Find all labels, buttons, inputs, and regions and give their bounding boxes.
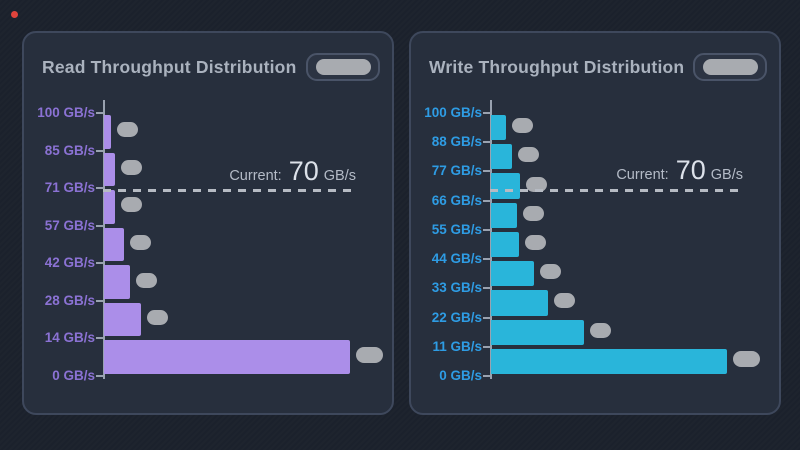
y-tick-mark — [96, 187, 103, 190]
bar-value-placeholder — [512, 118, 533, 134]
y-tick-label: 28 GB/s — [44, 292, 95, 308]
current-value-label: Current: 70 GB/s — [144, 155, 356, 188]
y-tick-mark — [483, 199, 490, 202]
bar-value-placeholder — [136, 272, 157, 288]
y-tick-mark — [483, 141, 490, 144]
current-unit-text: GB/s — [323, 167, 356, 184]
current-prefix-text: Current: — [616, 167, 669, 184]
write-histogram-chart: 100 GB/s 88 GB/s 77 GB/s 66 GB/s 55 GB/s 44 G… — [411, 33, 779, 413]
histogram-bar[interactable] — [491, 231, 519, 258]
bar-value-placeholder — [121, 197, 142, 213]
panel-title: Read Throughput Distribution — [42, 56, 297, 77]
y-tick-label: 55 GB/s — [431, 221, 482, 237]
panel-header: Write Throughput Distribution — [429, 50, 767, 84]
current-threshold-line — [103, 189, 356, 193]
current-value-label: Current: 70 GB/s — [531, 157, 743, 187]
y-tick-label: 0 GB/s — [439, 368, 482, 383]
y-tick-label: 22 GB/s — [431, 309, 482, 325]
y-tick-label: 100 GB/s — [424, 105, 482, 120]
y-tick-label: 100 GB/s — [37, 105, 95, 120]
histogram-bar[interactable] — [104, 302, 141, 337]
histogram-bar[interactable] — [491, 144, 512, 170]
histogram-bar[interactable] — [104, 152, 115, 187]
histogram-bar[interactable] — [104, 190, 115, 224]
y-tick-mark — [483, 228, 490, 231]
panel-action-button[interactable] — [693, 53, 767, 81]
y-tick-label: 11 GB/s — [432, 338, 482, 354]
histogram-bar[interactable] — [104, 227, 124, 262]
bar-value-placeholder — [518, 147, 539, 163]
y-tick-label: 44 GB/s — [431, 251, 482, 267]
y-tick-mark — [96, 224, 103, 227]
histogram-bar[interactable] — [491, 202, 517, 228]
button-label-placeholder — [315, 59, 371, 75]
y-tick-label: 71 GB/s — [44, 180, 95, 196]
y-tick-mark — [483, 170, 490, 173]
y-tick-label: 33 GB/s — [431, 280, 482, 296]
y-tick-mark — [483, 375, 490, 377]
y-tick-mark — [96, 149, 103, 152]
y-tick-label: 77 GB/s — [431, 163, 482, 179]
bar-value-placeholder — [356, 347, 383, 364]
bar-value-placeholder — [526, 176, 547, 192]
y-tick-label: 88 GB/s — [431, 134, 482, 150]
read-histogram-chart: 100 GB/s 85 GB/s 71 GB/s 57 GB/s 42 GB/s 28 G… — [24, 33, 392, 413]
y-tick-mark — [96, 299, 103, 302]
histogram-bar[interactable] — [491, 173, 520, 199]
y-tick-label: 66 GB/s — [431, 192, 482, 208]
panel-header: Read Throughput Distribution — [42, 50, 380, 84]
bar-value-placeholder — [733, 351, 760, 368]
y-tick-mark — [96, 262, 103, 265]
y-tick-label: 57 GB/s — [44, 217, 95, 233]
current-threshold-line — [490, 188, 743, 192]
y-tick-mark — [483, 345, 490, 348]
bar-value-placeholder — [147, 310, 168, 326]
current-prefix-text: Current: — [229, 167, 282, 184]
histogram-bar[interactable] — [104, 265, 130, 299]
button-label-placeholder — [702, 59, 758, 75]
y-tick-mark — [483, 316, 490, 319]
bar-value-placeholder — [117, 122, 138, 138]
histogram-bar[interactable] — [104, 115, 111, 149]
histogram-bar[interactable] — [104, 340, 350, 374]
histogram-bar[interactable] — [491, 348, 727, 374]
bar-value-placeholder — [590, 322, 611, 338]
recording-indicator-dot — [11, 11, 18, 18]
bar-value-placeholder — [525, 235, 546, 250]
y-tick-label: 0 GB/s — [52, 368, 95, 383]
y-tick-label: 85 GB/s — [44, 142, 95, 158]
y-tick-label: 14 GB/s — [44, 330, 95, 346]
y-tick-mark — [96, 337, 103, 340]
histogram-bar[interactable] — [491, 290, 548, 316]
panel-write-throughput: Write Throughput Distribution 100 GB/s 88… — [409, 31, 781, 415]
panel-read-throughput: Read Throughput Distribution 100 GB/s 85 … — [22, 31, 394, 415]
bar-value-placeholder — [121, 159, 142, 175]
y-tick-mark — [483, 258, 490, 261]
panel-title: Write Throughput Distribution — [429, 56, 685, 77]
y-tick-mark — [96, 112, 103, 114]
y-tick-mark — [483, 112, 490, 114]
histogram-bar[interactable] — [491, 319, 584, 345]
y-tick-label: 42 GB/s — [44, 255, 95, 271]
histogram-bar[interactable] — [491, 261, 534, 287]
current-value-number: 70 — [288, 155, 319, 186]
histogram-bar[interactable] — [491, 115, 506, 141]
current-value-number: 70 — [675, 155, 706, 186]
bar-value-placeholder — [540, 264, 561, 280]
y-tick-mark — [483, 287, 490, 290]
panel-action-button[interactable] — [306, 53, 380, 81]
current-unit-text: GB/s — [710, 167, 743, 184]
bar-value-placeholder — [523, 205, 544, 221]
bar-value-placeholder — [554, 293, 575, 309]
y-tick-mark — [96, 375, 103, 377]
bar-value-placeholder — [130, 235, 151, 250]
